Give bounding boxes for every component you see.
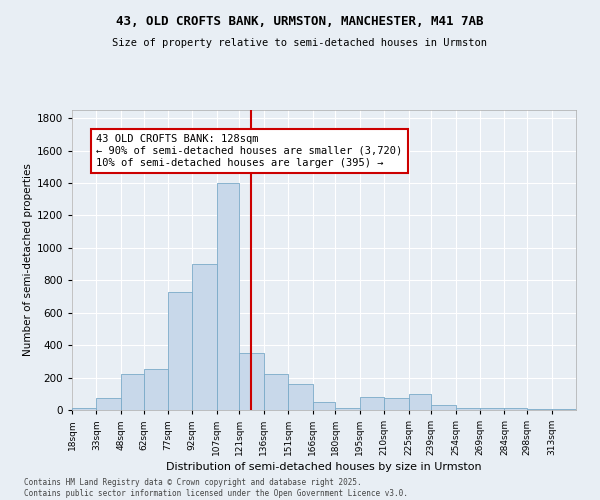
Text: Contains HM Land Registry data © Crown copyright and database right 2025.
Contai: Contains HM Land Registry data © Crown c… bbox=[24, 478, 408, 498]
Bar bbox=[360, 397, 384, 410]
Bar bbox=[97, 398, 121, 410]
Bar bbox=[551, 409, 576, 410]
Bar bbox=[217, 183, 239, 410]
Y-axis label: Number of semi-detached properties: Number of semi-detached properties bbox=[23, 164, 32, 356]
Bar bbox=[313, 402, 335, 410]
Bar bbox=[409, 394, 431, 410]
Bar bbox=[72, 408, 97, 410]
X-axis label: Distribution of semi-detached houses by size in Urmston: Distribution of semi-detached houses by … bbox=[166, 462, 482, 472]
Bar bbox=[121, 374, 143, 410]
Bar bbox=[193, 264, 217, 410]
Bar bbox=[264, 374, 288, 410]
Bar bbox=[527, 409, 551, 410]
Bar bbox=[335, 408, 360, 410]
Bar bbox=[239, 353, 264, 410]
Bar bbox=[384, 398, 409, 410]
Text: 43 OLD CROFTS BANK: 128sqm
← 90% of semi-detached houses are smaller (3,720)
10%: 43 OLD CROFTS BANK: 128sqm ← 90% of semi… bbox=[97, 134, 403, 168]
Bar bbox=[480, 408, 505, 410]
Text: 43, OLD CROFTS BANK, URMSTON, MANCHESTER, M41 7AB: 43, OLD CROFTS BANK, URMSTON, MANCHESTER… bbox=[116, 15, 484, 28]
Bar bbox=[143, 370, 168, 410]
Text: Size of property relative to semi-detached houses in Urmston: Size of property relative to semi-detach… bbox=[113, 38, 487, 48]
Bar bbox=[505, 408, 527, 410]
Bar bbox=[168, 292, 193, 410]
Bar bbox=[455, 408, 480, 410]
Bar bbox=[288, 384, 313, 410]
Bar bbox=[431, 405, 455, 410]
